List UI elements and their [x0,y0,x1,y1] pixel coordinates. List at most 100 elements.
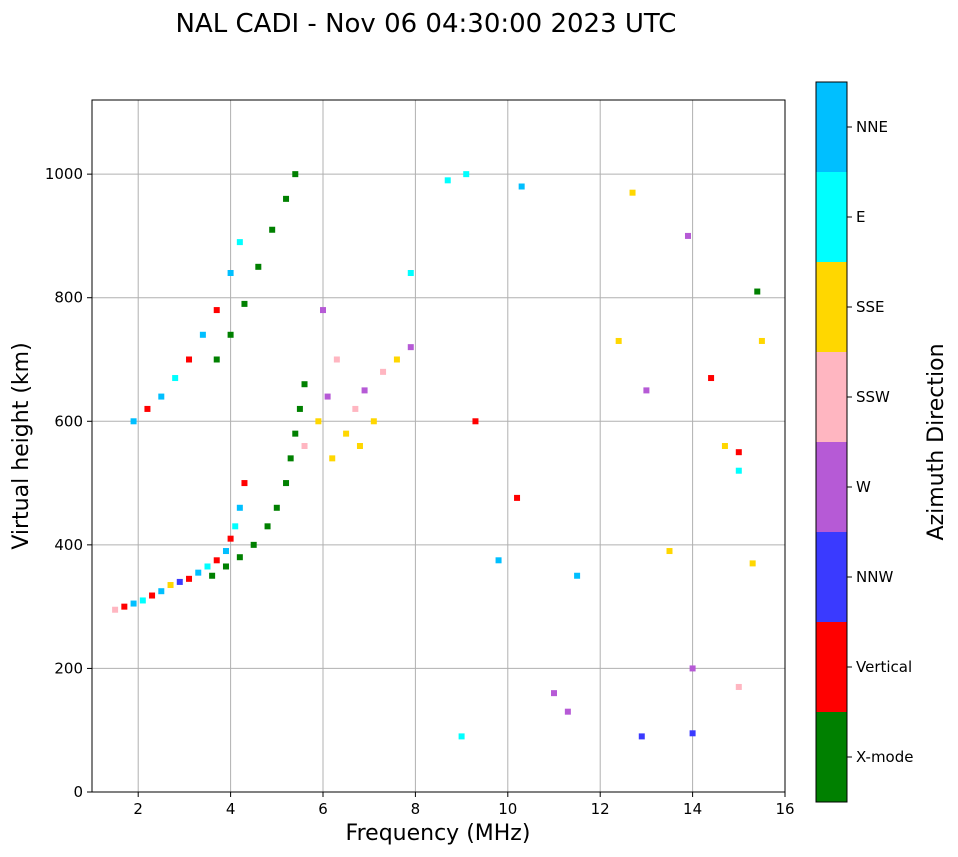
data-point [758,337,765,344]
y-tick-label: 400 [54,536,83,554]
data-point [232,523,239,530]
data-point [204,563,211,570]
data-point [495,557,502,564]
data-point [666,548,673,555]
data-point [518,183,525,190]
data-point [222,563,229,570]
y-tick-label: 600 [54,412,83,430]
y-axis-label: Virtual height (km) [9,342,34,549]
data-point [292,171,299,178]
data-point [130,600,137,607]
data-point [343,430,350,437]
data-point [356,443,363,449]
data-point [352,405,359,412]
data-point [236,239,243,246]
data-point [250,541,257,548]
data-point [213,356,220,363]
colorbar-segment [816,262,847,352]
colorbar-tick-label: E [856,208,865,226]
data-points [112,171,765,740]
y-tick-label: 1000 [45,165,83,183]
x-axis-label: Frequency (MHz) [346,821,531,846]
data-point [222,548,229,555]
data-point [407,344,414,351]
colorbar-segment [816,352,847,442]
data-point [320,307,326,314]
data-point [287,455,294,462]
data-point [514,494,521,501]
data-point [472,418,479,425]
chart-title: NAL CADI - Nov 06 04:30:00 2023 UTC [176,9,677,39]
x-tick-label: 10 [498,800,517,818]
data-point [380,368,387,375]
data-point [236,554,243,561]
data-point [255,263,262,270]
colorbar-tick-label: NNW [856,568,893,586]
data-point [273,504,280,511]
colorbar-tick-label: NNE [856,118,888,136]
colorbar-tick-label: X-mode [856,748,913,766]
x-axis-ticks: 2 4 6 8 10 12 14 16 [133,792,795,818]
colorbar-tick-label: SSW [856,388,890,406]
data-point [735,467,742,474]
data-point [638,733,645,740]
data-point [227,270,234,276]
colorbar-segment [816,442,847,532]
y-tick-label: 0 [73,783,83,801]
data-point [296,405,303,412]
data-point [735,683,742,690]
data-point [393,356,400,363]
data-point [551,690,557,697]
data-point [121,603,128,610]
data-point [112,606,119,613]
data-point [708,375,715,382]
data-point [407,270,414,276]
colorbar-segment [816,712,847,802]
data-point [139,597,146,604]
x-tick-label: 2 [133,800,143,818]
data-point [564,708,571,715]
data-point [329,455,336,462]
data-point [735,449,742,456]
data-point [370,418,377,425]
data-point [227,535,234,542]
data-point [689,665,696,672]
data-point [292,430,299,437]
data-point [172,375,179,382]
data-point [721,443,728,449]
data-point [130,418,137,425]
data-point [241,300,248,307]
data-point [199,331,206,338]
x-tick-label: 14 [683,800,702,818]
colorbar-tick-label: W [856,478,871,496]
data-point [615,337,622,344]
data-point [213,557,220,564]
colorbar-tick-label: SSE [856,298,885,316]
data-point [195,569,202,576]
data-point [186,356,193,363]
colorbar: X-mode Vertical NNW W SSW SSE E NNE [815,81,913,803]
data-point [689,730,696,737]
data-point [269,226,276,233]
data-point [158,588,165,595]
x-tick-label: 8 [411,800,421,818]
data-point [227,331,234,338]
data-point [333,356,340,363]
colorbar-segment [816,622,847,712]
data-point [749,560,756,567]
colorbar-label: Azimuth Direction [924,343,949,540]
data-point [167,582,174,589]
data-point [264,523,271,530]
x-tick-label: 16 [775,800,794,818]
colorbar-segment [816,532,847,622]
data-point [463,171,470,178]
x-tick-label: 4 [226,800,236,818]
plot-frame [91,99,786,793]
colorbar-frame [815,81,848,803]
data-point [149,592,156,599]
data-point [754,288,761,295]
data-point [283,480,290,487]
data-point [283,195,290,202]
data-point [213,307,220,314]
